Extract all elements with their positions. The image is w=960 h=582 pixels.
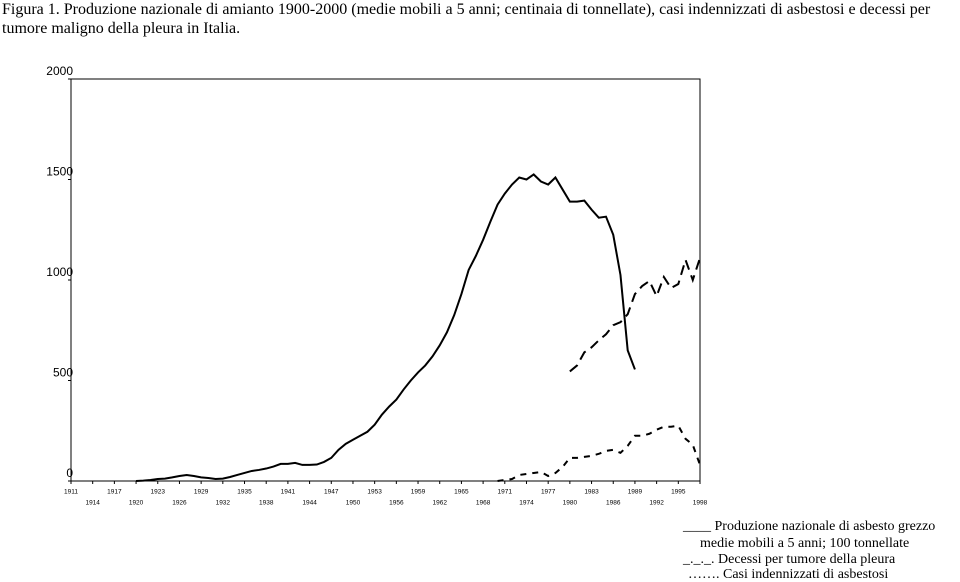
x-tick-label: 1920 [129, 500, 144, 507]
x-tick-label: 1980 [563, 500, 578, 507]
x-tick-label: 1944 [302, 500, 317, 507]
x-tick-label: 1941 [281, 489, 296, 496]
x-tick-label: 1974 [519, 500, 534, 507]
x-tick-label: 1923 [151, 489, 166, 496]
x-tick-label: 1971 [498, 489, 513, 496]
x-tick-label: 1926 [172, 500, 187, 507]
x-tick-label: 1929 [194, 489, 209, 496]
x-tick-label: 1956 [389, 500, 404, 507]
x-tick-label: 1986 [606, 500, 621, 507]
y-tick-label: 500 [53, 366, 73, 380]
plot-frame [70, 78, 701, 482]
x-tick-label: 1938 [259, 500, 274, 507]
x-tick-label: 1950 [346, 500, 361, 507]
x-tick-label: 1962 [432, 500, 447, 507]
x-tick-label: 1998 [693, 500, 708, 507]
y-tick-label: 2000 [46, 64, 73, 78]
legend-label: ……. Casi indennizzati di asbestosi [688, 567, 888, 582]
series-line [569, 256, 701, 373]
x-tick-label: 1992 [649, 500, 664, 507]
legend-label: _._._. Decessi per tumore della pleura [682, 552, 896, 567]
series-line [136, 173, 636, 482]
x-tick-label: 1911 [64, 489, 78, 496]
x-tick-label: 1917 [107, 489, 122, 496]
x-tick-label: 1932 [216, 500, 231, 507]
y-tick-label: 1500 [46, 165, 73, 179]
x-tick-label: 1983 [584, 489, 599, 496]
x-tick-label: 1959 [411, 489, 426, 496]
legend-label: ____ Produzione nazionale di asbesto gre… [682, 519, 935, 534]
legend-note: medie mobili a 5 anni; 100 tonnellate [700, 536, 909, 551]
x-tick-label: 1965 [454, 489, 469, 496]
x-tick-label: 1953 [367, 489, 382, 496]
y-tick-label: 1000 [46, 265, 73, 279]
x-tick-label: 1947 [324, 489, 339, 496]
x-tick-label: 1914 [85, 500, 100, 507]
x-tick-label: 1977 [541, 489, 556, 496]
x-tick-label: 1935 [237, 489, 252, 496]
x-tick-label: 1995 [671, 489, 686, 496]
x-tick-label: 1989 [628, 489, 643, 496]
series-line [497, 424, 701, 482]
x-tick-label: 1968 [476, 500, 491, 507]
y-tick-label: 0 [66, 466, 73, 480]
chart-title: Figura 1. Produzione nazionale di amiant… [2, 1, 931, 37]
